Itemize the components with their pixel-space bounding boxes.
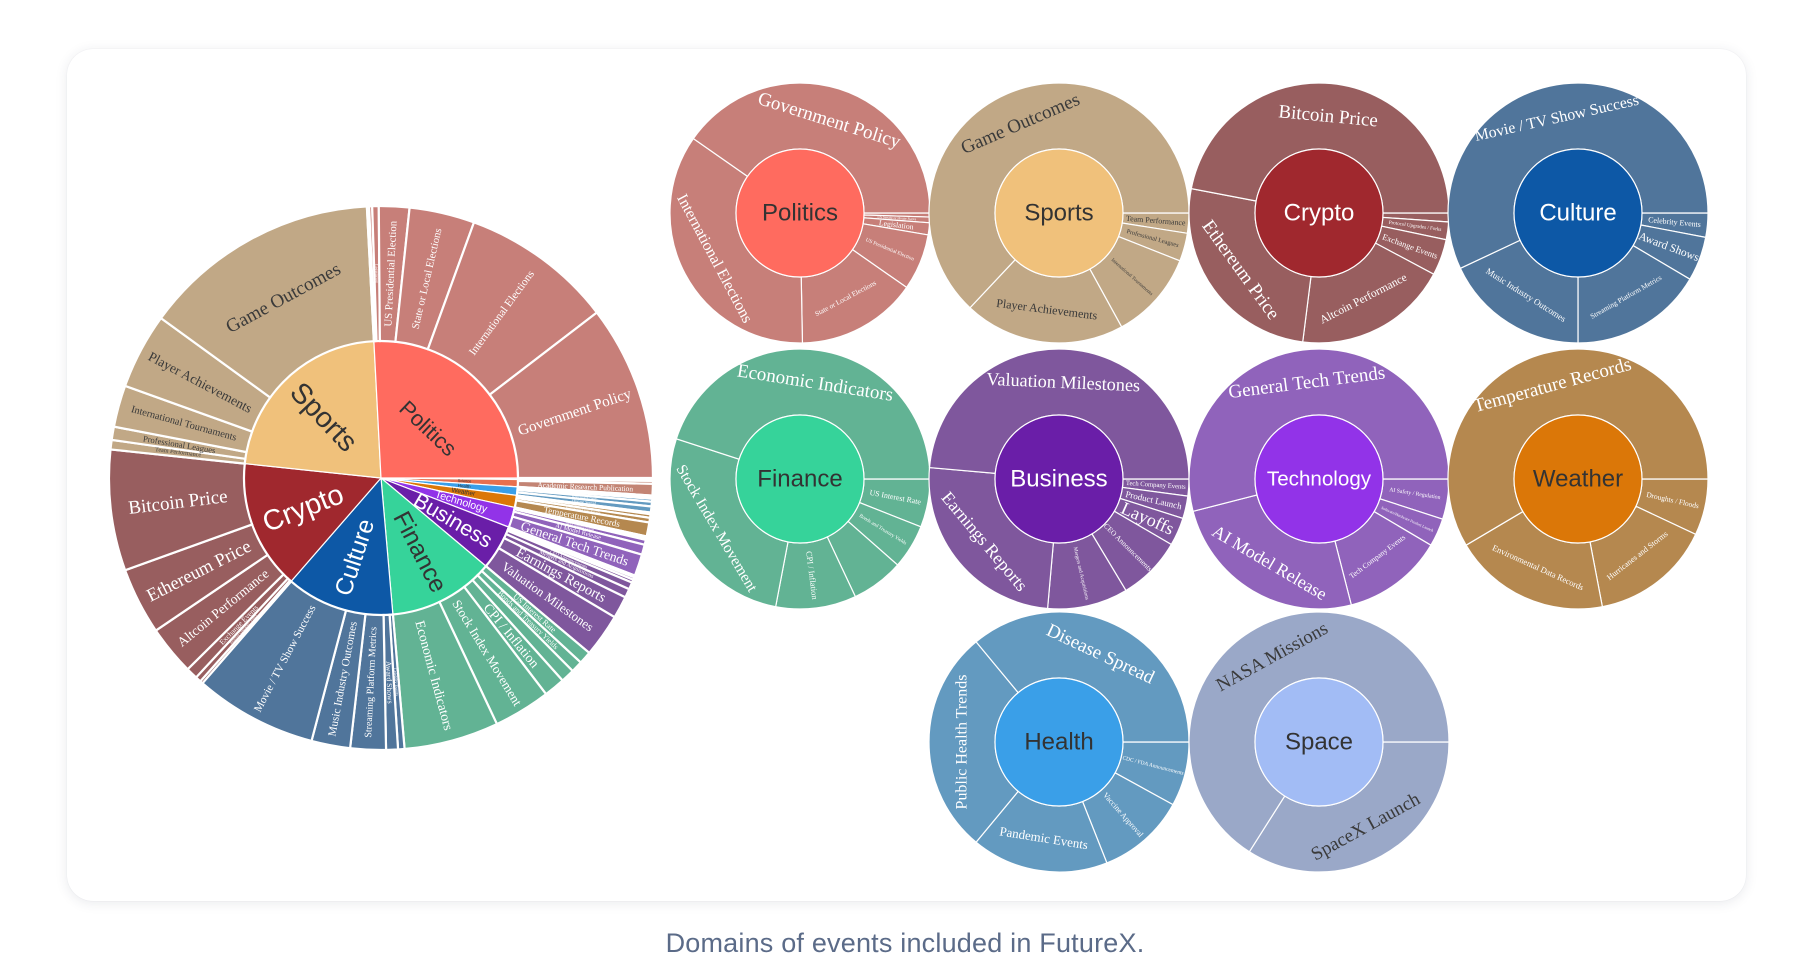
sunburst-technology: AI Safety / RegulationSoftware/Hardware …	[1188, 348, 1450, 610]
subcategory-label: Award Shows	[384, 661, 395, 704]
domain-center-sports[interactable]	[994, 148, 1124, 278]
subcategory-label: Legislation	[374, 264, 379, 284]
domain-center-finance[interactable]	[735, 414, 865, 544]
domain-label: Science	[458, 479, 472, 484]
domain-center-space[interactable]	[1254, 677, 1384, 807]
domain-label: Sports	[1024, 200, 1093, 227]
domain-label: Space	[1285, 729, 1353, 756]
subcategory-label: Disease Spread	[572, 498, 597, 506]
figure-caption: Domains of events included in FutureX.	[665, 928, 1145, 958]
subcategory-slice-game-outcomes[interactable]	[159, 205, 376, 400]
domain-label: Crypto	[1284, 200, 1355, 227]
overview-sunburst: Academic Research PublicationSciencePubl…	[107, 204, 655, 752]
domain-center-weather[interactable]	[1513, 414, 1643, 544]
domain-label: Business	[1010, 466, 1107, 493]
subcategory-label: Streaming Platform Metrics	[363, 627, 379, 738]
domain-label: Technology	[1267, 468, 1372, 491]
subcategory-label: Celebrity Events	[393, 668, 400, 697]
subcategory-label: US Presidential Election	[382, 220, 399, 327]
domain-center-health[interactable]	[994, 677, 1124, 807]
subcategory-label: US Senate or House Races	[877, 215, 917, 221]
subcategory-label: Tech Company Events	[1126, 480, 1187, 491]
domain-label: Weather	[1533, 466, 1623, 493]
subcategory-label: Public Health Trends	[572, 494, 599, 501]
domain-label: Health	[458, 483, 472, 489]
subcategory-label: Public Health Trends	[954, 675, 971, 810]
domain-label: Culture	[1539, 200, 1616, 227]
subcategory-label: Tech Company Events	[565, 521, 595, 532]
subcategory-label: Environmental Data Records	[565, 505, 601, 515]
domain-center-business[interactable]	[994, 414, 1124, 544]
domain-label: Weather	[451, 487, 476, 498]
domain-label: Finance	[757, 466, 842, 493]
subcategory-slice-government-policy[interactable]	[488, 310, 655, 480]
domain-label: Health	[1024, 729, 1093, 756]
domain-label: Politics	[762, 200, 838, 227]
domain-center-technology[interactable]	[1254, 414, 1384, 544]
domain-center-politics[interactable]	[735, 148, 865, 278]
domain-center-crypto[interactable]	[1254, 148, 1384, 278]
domain-center-culture[interactable]	[1513, 148, 1643, 278]
